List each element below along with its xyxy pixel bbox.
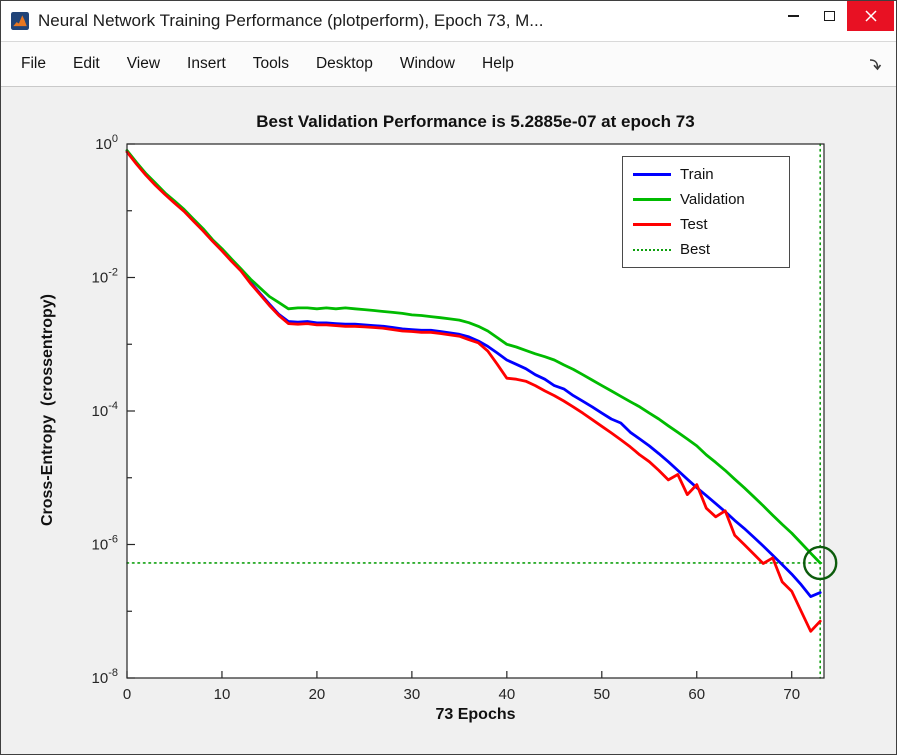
menu-item-insert[interactable]: Insert xyxy=(187,55,226,72)
test-line-sample xyxy=(633,223,671,226)
chart-title: Best Validation Performance is 5.2885e-0… xyxy=(256,112,695,131)
titlebar: Neural Network Training Performance (plo… xyxy=(1,1,896,42)
y-tick-label: 10-8 xyxy=(92,667,118,687)
minimize-icon xyxy=(787,15,799,17)
matlab-icon xyxy=(11,12,29,30)
x-tick-label: 30 xyxy=(404,686,421,703)
legend-label: Test xyxy=(680,216,708,233)
x-tick-label: 70 xyxy=(783,686,800,703)
best-point-marker xyxy=(803,545,838,581)
legend-item-train: Train xyxy=(623,162,789,187)
figure-area: 0 10 20 30 40 50 60 70 100 10-2 10-4 10-6 10-8 Best … xyxy=(1,88,896,754)
minimize-button[interactable] xyxy=(775,1,811,31)
x-tick-label: 60 xyxy=(688,686,705,703)
close-icon xyxy=(864,10,877,22)
menu-item-tools[interactable]: Tools xyxy=(252,55,289,72)
maximize-icon xyxy=(823,11,835,21)
legend-item-validation: Validation xyxy=(623,187,789,212)
window-controls xyxy=(775,1,894,31)
best-line-sample xyxy=(633,248,671,251)
menu-items: File Edit View Insert Tools Desktop Window Help xyxy=(21,55,541,73)
y-tick-label: 100 xyxy=(95,133,118,153)
menu-item-desktop[interactable]: Desktop xyxy=(315,55,373,72)
x-tick-label: 10 xyxy=(214,686,231,703)
x-tick-label: 40 xyxy=(498,686,515,703)
menu-item-file[interactable]: File xyxy=(21,55,46,72)
legend-label: Train xyxy=(680,166,714,183)
menu-item-edit[interactable]: Edit xyxy=(72,55,100,72)
test-curve xyxy=(125,150,822,633)
legend-item-best: Best xyxy=(623,237,789,262)
train-line-sample xyxy=(633,173,671,176)
y-tick-label: 10-2 xyxy=(92,267,118,287)
x-tick-label: 50 xyxy=(593,686,610,703)
x-axis-label: 73 Epochs xyxy=(435,706,516,723)
window-title: Neural Network Training Performance (plo… xyxy=(38,11,544,30)
dock-arrow-icon[interactable] xyxy=(867,57,882,72)
x-tick-label: 0 xyxy=(123,686,131,703)
close-button[interactable] xyxy=(847,1,894,31)
maximize-button[interactable] xyxy=(811,1,847,31)
y-tick-label: 10-6 xyxy=(92,534,118,554)
menubar: File Edit View Insert Tools Desktop Window Help xyxy=(1,42,896,87)
menu-item-view[interactable]: View xyxy=(126,55,161,72)
y-tick-label: 10-4 xyxy=(92,400,118,420)
legend-label: Best xyxy=(680,241,711,258)
validation-curve xyxy=(125,149,822,565)
x-tick-label: 20 xyxy=(309,686,326,703)
legend: Train Validation Test Best xyxy=(622,156,790,268)
menu-item-window[interactable]: Window xyxy=(399,55,455,72)
legend-item-test: Test xyxy=(623,212,789,237)
validation-line-sample xyxy=(633,198,671,201)
legend-label: Validation xyxy=(680,191,745,208)
menu-item-help[interactable]: Help xyxy=(482,55,514,72)
y-axis-label: Cross-Entropy (crossentropy) xyxy=(39,293,56,527)
